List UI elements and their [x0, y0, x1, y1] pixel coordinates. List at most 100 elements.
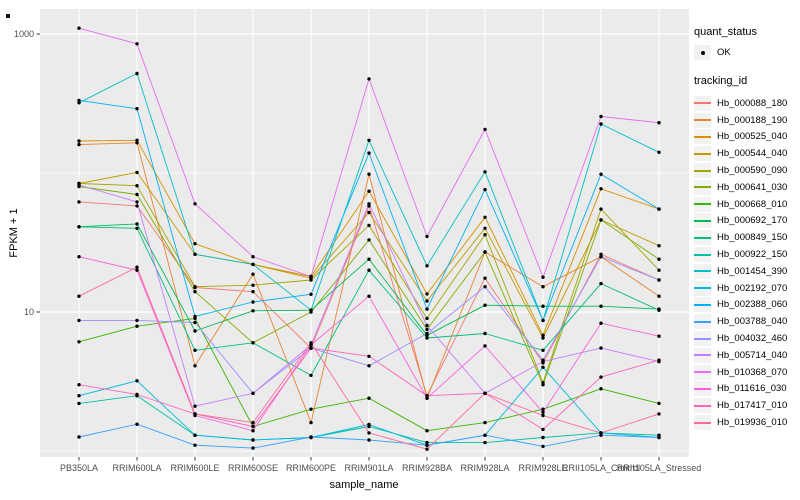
legend-entry-label: Hb_002192_070 — [717, 282, 788, 294]
legend-entry: Hb_000188_190 — [694, 112, 798, 129]
legend-entry-label: Hb_000692_170 — [717, 215, 788, 227]
legend-line-swatch — [694, 203, 711, 206]
data-point — [657, 121, 661, 125]
data-point — [483, 226, 487, 230]
data-point — [135, 222, 139, 226]
legend-key — [694, 347, 711, 363]
legend-entry-ok: OK — [694, 44, 798, 61]
data-point — [657, 150, 661, 154]
legend-entry-label: OK — [717, 47, 731, 58]
legend-line-swatch — [694, 303, 711, 306]
data-point — [251, 262, 255, 267]
legend-entry-label: Hb_000641_030 — [717, 181, 788, 193]
legend-key — [694, 297, 711, 313]
legend-entry: Hb_000668_010 — [694, 196, 798, 213]
legend-line-swatch — [694, 236, 711, 239]
data-point — [599, 218, 603, 222]
data-point — [77, 26, 81, 30]
data-point — [367, 294, 371, 298]
data-point — [599, 187, 603, 191]
data-point — [483, 127, 487, 132]
data-point — [135, 184, 139, 188]
data-point — [193, 320, 197, 325]
legend-key — [694, 314, 711, 330]
data-point — [657, 401, 661, 406]
data-point — [367, 354, 371, 358]
data-point — [367, 431, 371, 435]
data-point — [367, 151, 371, 155]
legend-entry-label: Hb_005714_040 — [717, 349, 788, 361]
data-point — [309, 292, 313, 296]
legend-line-swatch — [694, 387, 711, 390]
data-point — [425, 331, 429, 336]
x-axis-title: sample_name — [329, 479, 399, 491]
data-point — [309, 308, 313, 312]
data-point — [425, 323, 429, 328]
data-point — [541, 444, 545, 449]
data-point — [483, 420, 487, 425]
legend-line-swatch — [694, 102, 711, 105]
x-tick-label: RRII105LA_Stressed — [617, 463, 702, 473]
data-point — [77, 183, 81, 187]
data-point — [135, 324, 139, 328]
data-point — [193, 290, 197, 294]
legend-entry: Hb_010368_070 — [694, 364, 798, 381]
data-point — [599, 346, 603, 350]
legend-entry-label: Hb_000088_180 — [717, 97, 788, 109]
data-point — [425, 299, 429, 303]
legend: quant_status OK tracking_id Hb_000088_18… — [694, 26, 798, 431]
legend-key — [694, 398, 711, 414]
data-point — [193, 242, 197, 246]
legend-title-quant-status: quant_status — [694, 26, 757, 38]
data-point — [193, 443, 197, 447]
data-point — [193, 364, 197, 368]
data-point — [367, 396, 371, 400]
data-point — [135, 226, 139, 230]
data-point — [77, 318, 81, 323]
data-point — [135, 170, 139, 175]
data-point — [541, 410, 545, 414]
legend-entry-label: Hb_010368_070 — [717, 366, 788, 378]
data-point — [483, 170, 487, 174]
data-point — [657, 412, 661, 416]
data-point — [77, 294, 81, 298]
y-axis-title: FPKM + 1 — [8, 208, 20, 258]
data-point — [599, 255, 603, 259]
legend-entry: Hb_000544_040 — [694, 145, 798, 162]
data-point — [367, 172, 371, 176]
data-point — [599, 375, 603, 379]
data-point — [309, 278, 313, 282]
data-point — [77, 255, 81, 259]
legend-key — [694, 247, 711, 263]
legend-entry: Hb_000641_030 — [694, 179, 798, 196]
data-point — [425, 327, 429, 332]
data-point — [541, 413, 545, 418]
data-point — [541, 333, 545, 337]
data-point — [135, 265, 139, 269]
data-point — [77, 394, 81, 398]
data-point — [599, 281, 603, 286]
data-point — [135, 141, 139, 145]
data-point — [135, 138, 139, 142]
y-tick-label: 1000 — [14, 29, 34, 39]
data-point — [541, 285, 545, 289]
legend-entry-label: Hb_004032_460 — [717, 333, 788, 345]
data-point — [367, 202, 371, 206]
data-point — [251, 272, 255, 276]
legend-line-swatch — [694, 421, 711, 424]
data-point — [251, 300, 255, 304]
legend-line-swatch — [694, 253, 711, 256]
data-point — [77, 142, 81, 147]
legend-entry-label: Hb_000668_010 — [717, 198, 788, 210]
legend-entry: Hb_005714_040 — [694, 347, 798, 364]
data-point — [483, 331, 487, 336]
data-point — [483, 215, 487, 219]
legend-key — [694, 196, 711, 212]
legend-entry: Hb_003788_040 — [694, 313, 798, 330]
legend-entry: Hb_000922_150 — [694, 246, 798, 263]
data-point — [657, 278, 661, 282]
legend-entry-label: Hb_003788_040 — [717, 316, 788, 328]
data-point — [77, 200, 81, 204]
legend-line-swatch — [694, 320, 711, 323]
data-point — [483, 433, 487, 437]
